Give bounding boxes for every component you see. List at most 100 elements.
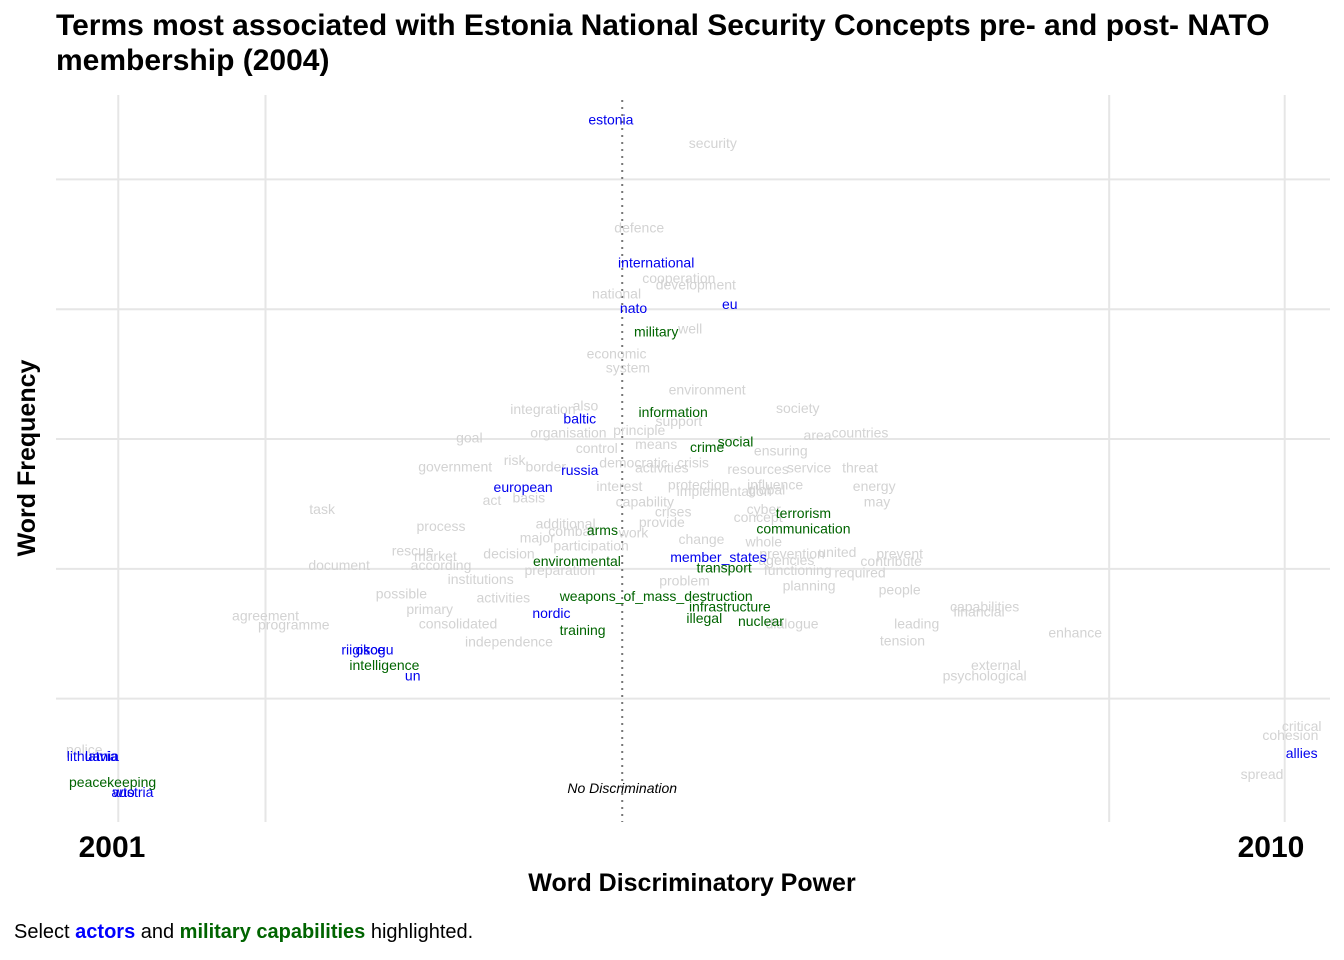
word-resources: resources [727, 461, 788, 477]
word-act: act [483, 492, 502, 508]
word-task: task [309, 501, 336, 517]
word-whole: whole [744, 534, 782, 550]
military-word-intelligence: intelligence [349, 657, 419, 673]
military-words: militaryinformationsocialcrimeterrorismc… [69, 323, 850, 789]
word-critical: critical [1282, 718, 1322, 734]
actor-word-latvia: latvia [85, 748, 118, 764]
word-democratic: democratic [599, 454, 667, 470]
word-required: required [834, 565, 885, 581]
word-major: major [520, 530, 555, 546]
word-goal: goal [456, 430, 482, 446]
word-enhance: enhance [1048, 624, 1102, 640]
actor-word-nato: nato [620, 300, 647, 316]
word-cooperation: cooperation [642, 270, 715, 286]
word-means: means [635, 436, 677, 452]
actor-word-lithuania: lithuania [67, 748, 119, 764]
word-protection: protection [668, 476, 729, 492]
grid [56, 95, 1330, 822]
military-word-communication: communication [756, 521, 850, 537]
x-axis-label: Word Discriminatory Power [528, 869, 856, 897]
word-primary: primary [406, 601, 453, 617]
military-word-peacekeeping: peacekeeping [69, 774, 156, 790]
word-system: system [606, 360, 650, 376]
word-additional: additional [536, 515, 596, 531]
military-word-arms: arms [587, 522, 618, 538]
word-economic: economic [587, 345, 647, 361]
word-government: government [418, 458, 492, 474]
word-also: also [573, 397, 599, 413]
word-contribute: contribute [860, 553, 922, 569]
actor-word-un: un [405, 667, 421, 683]
word-service: service [787, 460, 832, 476]
word-consolidated: consolidated [419, 615, 498, 631]
word-possible: possible [376, 586, 428, 602]
word-process: process [417, 518, 466, 534]
word-market: market [414, 548, 457, 564]
word-energy: energy [853, 478, 896, 494]
word-risk: risk [504, 452, 527, 468]
no-discrimination-label: No Discrimination [567, 780, 677, 796]
word-combat: combat [548, 523, 594, 539]
word-institutions: institutions [448, 571, 514, 587]
chart-title-line-1: Terms most associated with Estonia Natio… [56, 9, 1270, 42]
caption-prefix: Select [14, 921, 76, 943]
word-may: may [864, 493, 890, 509]
word-independence: independence [465, 634, 553, 650]
word-cyber: cyber [747, 501, 782, 517]
military-word-illegal: illegal [686, 610, 722, 626]
word-principle: principle [613, 422, 665, 438]
word-global: global [748, 482, 785, 498]
actor-word-estonia: estonia [588, 112, 633, 128]
word-according: according [411, 557, 472, 573]
word-environment: environment [669, 382, 746, 398]
actor-word-austria: austria [111, 784, 153, 800]
word-crisis: crisis [677, 454, 709, 470]
word-development: development [656, 277, 736, 293]
chart-title-line-2: membership (2004) [56, 44, 330, 77]
word-work: work [618, 524, 650, 540]
actor-word-member-states: member_states [670, 549, 766, 565]
word-preparation: preparation [525, 562, 596, 578]
chart-title: Terms most associated with Estonia Natio… [56, 8, 1344, 78]
caption: Select actors and military capabilities … [14, 921, 473, 944]
word-change: change [679, 531, 725, 547]
word-security: security [689, 135, 737, 151]
word-threat: threat [842, 460, 878, 476]
military-word-nuclear: nuclear [738, 613, 784, 629]
word-united: united [818, 544, 856, 560]
word-capability: capability [616, 493, 674, 509]
actor-word-eu: eu [722, 296, 738, 312]
word-psychological: psychological [943, 667, 1027, 683]
word-spread: spread [1241, 766, 1284, 782]
word-prevention: prevention [759, 545, 824, 561]
word-programme: programme [258, 617, 330, 633]
word-organisation: organisation [530, 425, 606, 441]
word-society: society [776, 400, 820, 416]
word-area: area [804, 427, 832, 443]
military-word-infrastructure: infrastructure [689, 598, 771, 614]
word-provide: provide [639, 514, 685, 530]
caption-middle: and [135, 921, 180, 943]
word-cohesion: cohesion [1262, 727, 1318, 743]
actor-word-russia: russia [561, 462, 599, 478]
word-police: police [66, 741, 103, 757]
word-decision: decision [483, 545, 534, 561]
x-end-label-2001: 2001 [79, 831, 146, 864]
actor-word-wto: wto [112, 784, 135, 800]
word-participation: participation [553, 537, 629, 553]
word-control: control [576, 440, 618, 456]
y-axis-label: Word Frequency [13, 360, 41, 557]
word-agencies: agencies [758, 552, 814, 568]
actor-words: estonia international nato eu baltic russia eu… [67, 112, 1318, 800]
military-word-weapons-of-mass-destruction: weapons_of_mass_destruction [559, 588, 753, 604]
actor-word-riigikogu: riigikogu [341, 641, 393, 657]
word-problem: problem [659, 573, 710, 589]
caption-actors: actors [75, 921, 136, 943]
actor-word-international: international [618, 254, 694, 270]
word-crises: crises [655, 504, 692, 520]
word-influence: influence [747, 476, 803, 492]
word-tension: tension [880, 632, 925, 648]
word-border: border [526, 458, 567, 474]
